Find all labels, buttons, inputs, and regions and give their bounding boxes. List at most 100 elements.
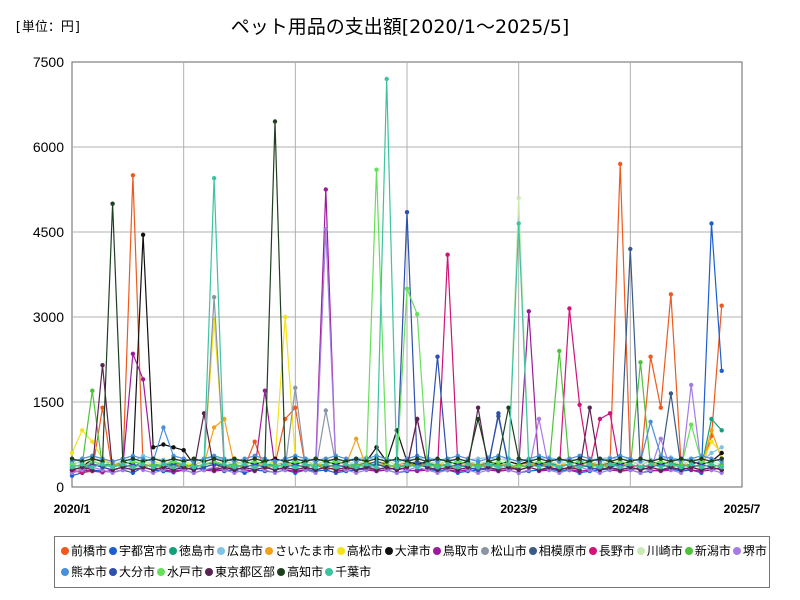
- legend-marker: [325, 568, 334, 576]
- data-point: [719, 368, 724, 373]
- data-point: [719, 445, 724, 450]
- data-point: [90, 465, 95, 470]
- legend-item: 大津市: [384, 541, 431, 562]
- data-point: [161, 462, 166, 467]
- y-tick-label: 0: [56, 479, 64, 495]
- data-point: [171, 445, 176, 450]
- data-point: [90, 456, 95, 461]
- y-tick-label: 7500: [33, 54, 64, 70]
- data-point: [455, 465, 460, 470]
- chart-title: ペット用品の支出額[2020/1〜2025/5]: [230, 16, 570, 38]
- data-point: [557, 348, 562, 354]
- data-point: [232, 465, 237, 470]
- data-point: [536, 465, 542, 470]
- data-point: [668, 462, 674, 467]
- data-point: [618, 161, 623, 167]
- legend-marker: [61, 568, 69, 576]
- data-point: [719, 450, 724, 456]
- data-point: [181, 462, 186, 467]
- data-point: [171, 456, 176, 461]
- legend-marker: [169, 547, 178, 555]
- legend-item: 高知市: [277, 562, 323, 583]
- data-point: [557, 465, 562, 470]
- legend-marker: [480, 547, 489, 555]
- data-point: [222, 462, 227, 467]
- data-point: [130, 173, 136, 178]
- data-point: [689, 422, 694, 427]
- data-point: [597, 456, 603, 461]
- legend-item: 徳島市: [169, 541, 215, 562]
- data-point: [536, 456, 542, 461]
- legend-marker: [157, 568, 166, 576]
- data-point: [475, 465, 481, 470]
- data-point: [90, 388, 95, 393]
- data-point: [567, 306, 572, 311]
- data-point: [252, 439, 257, 444]
- data-point: [618, 456, 623, 461]
- data-point: [151, 456, 156, 461]
- data-point: [80, 462, 85, 467]
- legend-item: 堺市: [732, 541, 767, 562]
- x-tick-label: 2024/8: [612, 502, 649, 516]
- data-point: [69, 450, 75, 456]
- data-point: [689, 382, 694, 388]
- data-point: [211, 176, 217, 181]
- data-point: [333, 465, 339, 470]
- y-tick-label: 4500: [33, 224, 64, 240]
- data-point: [455, 456, 460, 461]
- data-point: [709, 450, 714, 456]
- legend-item: 鳥取市: [432, 541, 479, 562]
- data-point: [354, 465, 359, 470]
- data-point: [100, 405, 105, 410]
- data-point: [526, 462, 531, 467]
- x-tick-label: 2020/12: [162, 502, 206, 516]
- legend-item: 新潟市: [684, 541, 731, 562]
- legend-item: 川崎市: [636, 541, 683, 562]
- legend-label: 前橋市: [71, 544, 108, 558]
- legend-marker: [588, 547, 597, 555]
- data-point: [293, 385, 298, 390]
- legend-label: 徳島市: [179, 544, 216, 558]
- data-point: [262, 388, 268, 393]
- data-point: [293, 405, 298, 410]
- legend-item: 宇都宮市: [109, 541, 167, 562]
- data-point: [689, 462, 694, 467]
- data-point: [354, 456, 359, 461]
- data-point: [211, 456, 217, 461]
- data-point: [272, 119, 278, 124]
- data-point: [709, 428, 714, 433]
- legend-label: 新潟市: [694, 544, 731, 558]
- series-14: [69, 227, 724, 475]
- data-point: [191, 465, 196, 470]
- series-20: [69, 76, 724, 470]
- data-point: [232, 456, 237, 461]
- legend-label: 千葉市: [335, 565, 372, 579]
- data-point: [567, 462, 572, 467]
- data-point: [110, 465, 115, 470]
- data-point: [618, 465, 623, 470]
- data-point: [211, 425, 217, 430]
- data-point: [435, 354, 440, 359]
- data-point: [130, 456, 136, 461]
- data-point: [475, 405, 481, 410]
- data-point: [262, 462, 268, 467]
- data-point: [80, 428, 85, 433]
- data-point: [415, 312, 420, 317]
- legend-label: 長野市: [598, 544, 635, 558]
- data-point: [323, 187, 328, 192]
- data-point: [333, 456, 339, 461]
- legend-marker: [265, 547, 274, 555]
- data-point: [597, 416, 603, 422]
- data-point: [354, 436, 359, 441]
- data-point: [140, 377, 146, 382]
- data-point: [587, 462, 592, 467]
- legend-label: 水戸市: [167, 565, 204, 579]
- data-point: [130, 351, 136, 356]
- data-point: [709, 416, 714, 422]
- legend-marker: [384, 547, 393, 555]
- legend-label: 大津市: [394, 544, 431, 558]
- data-point: [313, 465, 318, 470]
- legend-item: 水戸市: [157, 562, 203, 583]
- x-tick-label: 2023/9: [500, 502, 537, 516]
- legend-item: 高松市: [336, 541, 383, 562]
